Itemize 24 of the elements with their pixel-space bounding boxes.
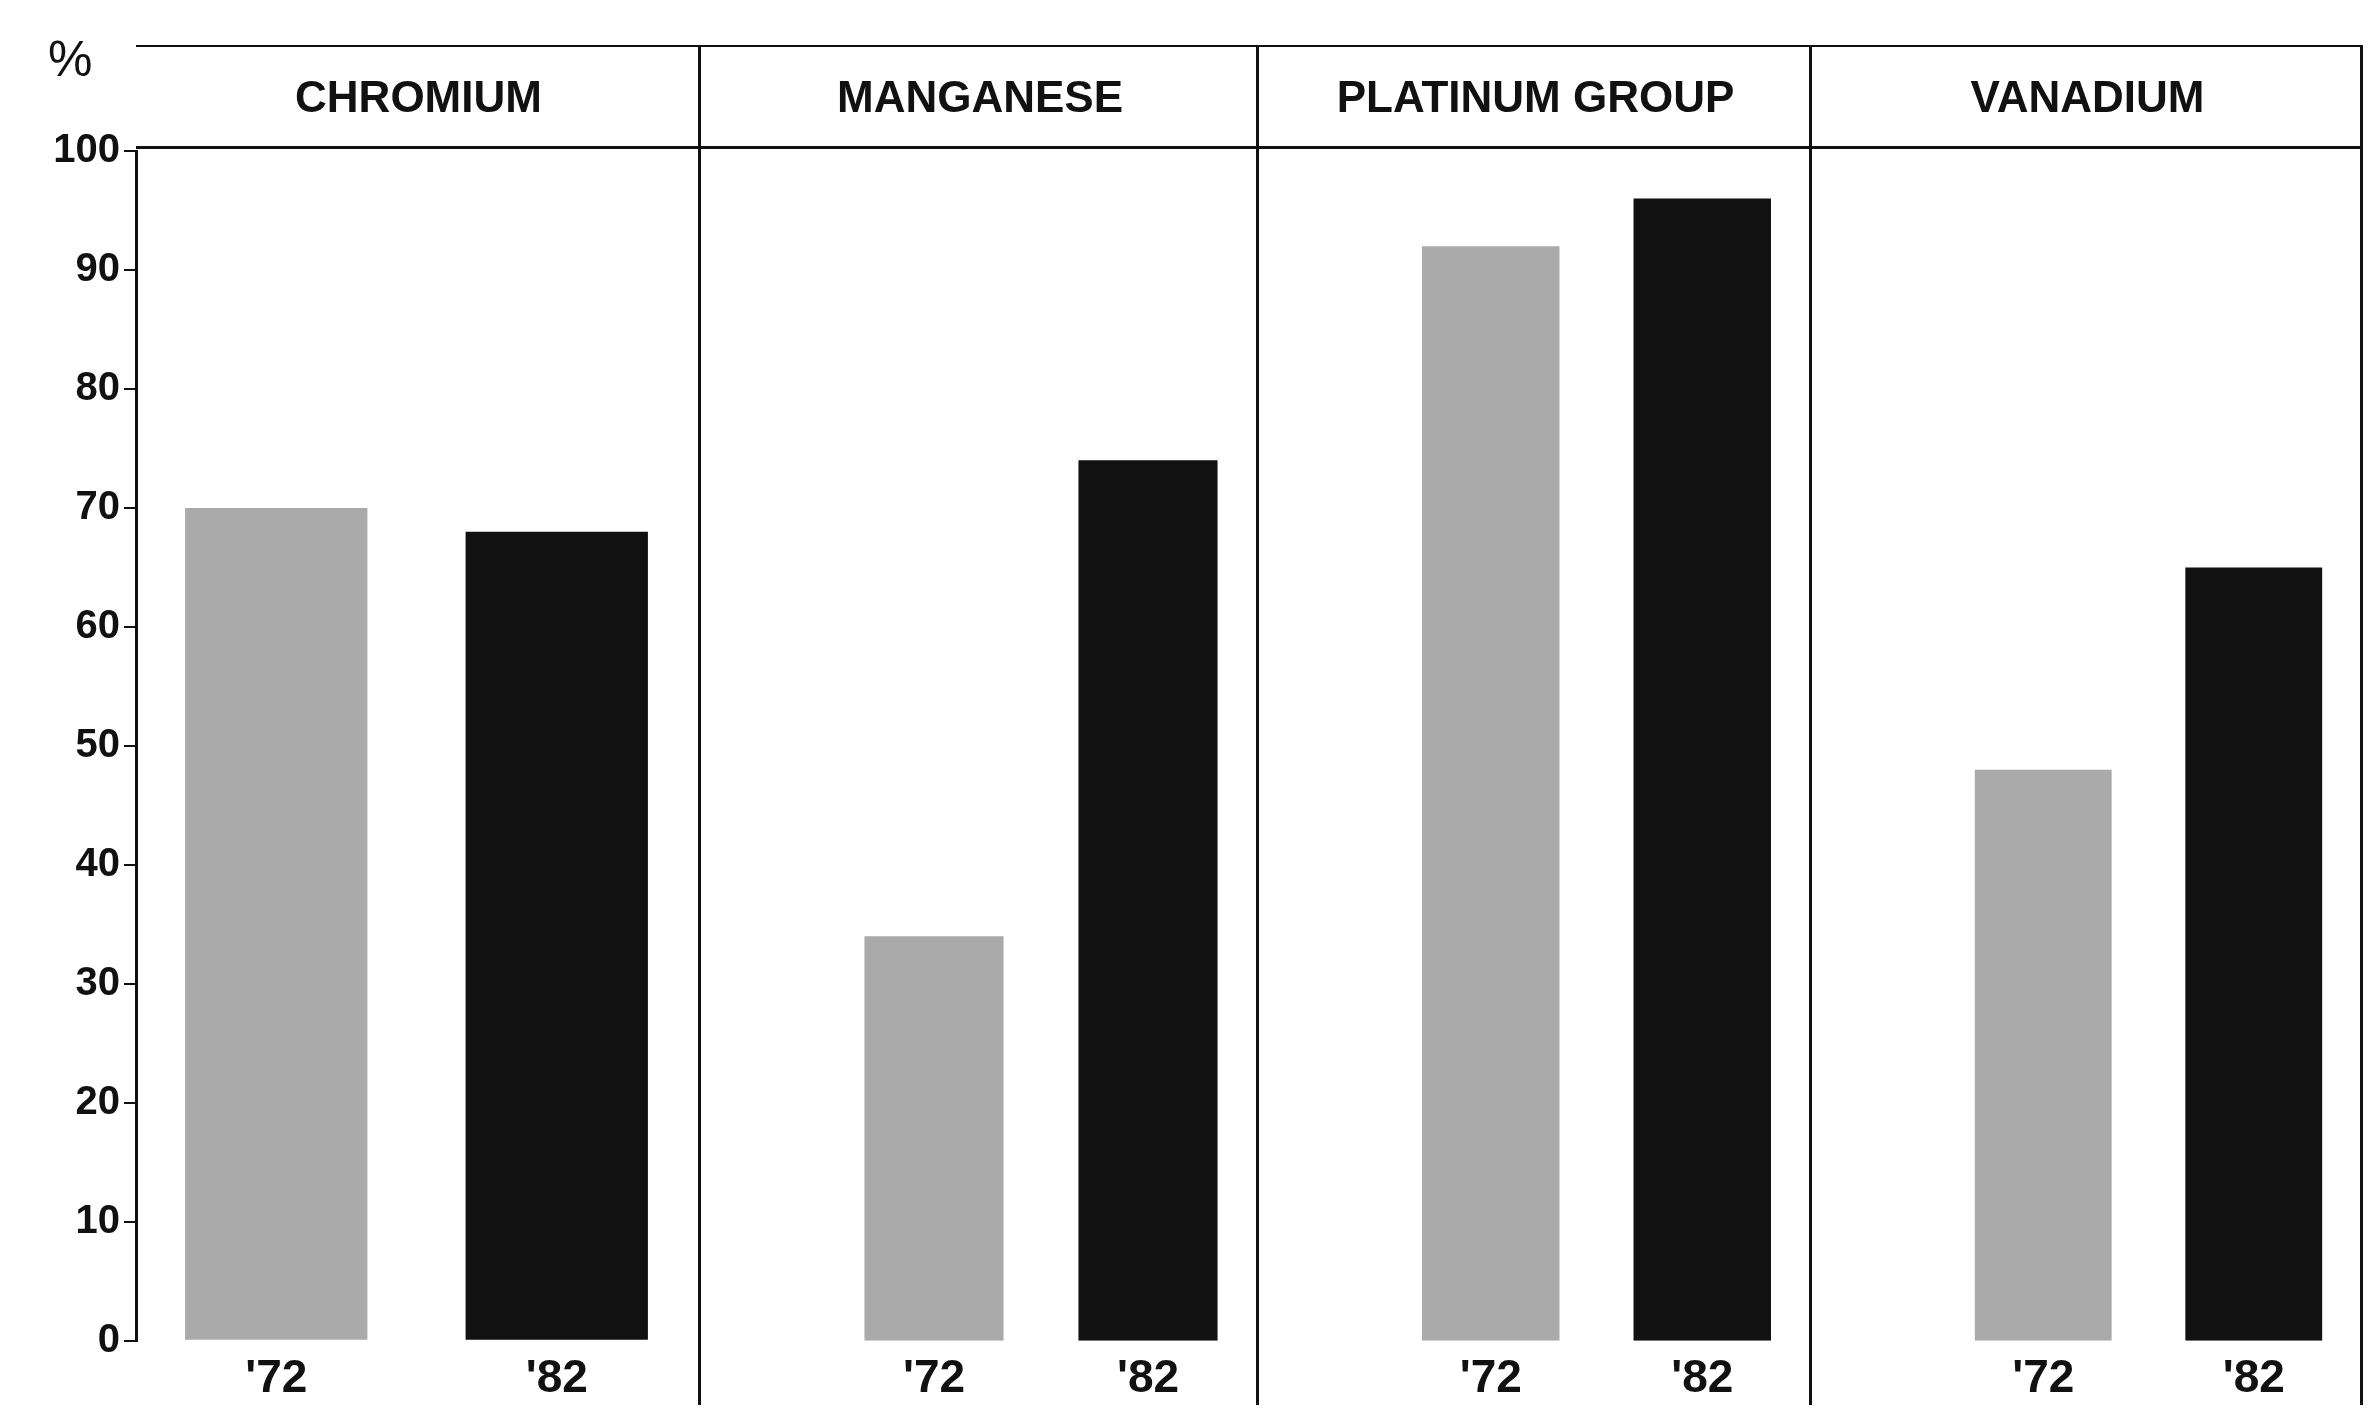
y-tick-label: 20 bbox=[75, 1077, 120, 1122]
y-tick-label: 10 bbox=[75, 1196, 120, 1241]
y-axis-title: % bbox=[48, 30, 93, 88]
chart-title: MANGANESE bbox=[701, 45, 1259, 149]
x-tick-label: '82 bbox=[525, 1350, 588, 1403]
x-tick-label: '72 bbox=[245, 1350, 308, 1403]
x-tick-label: '82 bbox=[1671, 1350, 1734, 1403]
y-tick-label: 60 bbox=[75, 601, 120, 646]
y-tick-label: 70 bbox=[75, 482, 120, 527]
y-tick-label: 80 bbox=[75, 363, 120, 408]
y-tick-label: 50 bbox=[75, 720, 120, 765]
x-tick-label: '72 bbox=[2012, 1350, 2075, 1403]
y-tick-label: 30 bbox=[75, 958, 120, 1003]
x-tick-label: '82 bbox=[1116, 1350, 1180, 1403]
y-tick-label: 0 bbox=[97, 1315, 120, 1360]
x-tick-label: '82 bbox=[2222, 1350, 2285, 1403]
chart-title: CHROMIUM bbox=[136, 45, 701, 149]
y-tick-label: 90 bbox=[75, 245, 120, 290]
x-tick-label: '72 bbox=[1459, 1350, 1522, 1403]
y-tick-label: 100 bbox=[53, 126, 120, 171]
chart-title: PLATINUM GROUP bbox=[1259, 45, 1812, 149]
chart-title: VANADIUM bbox=[1812, 45, 2363, 149]
y-tick-label: 40 bbox=[75, 839, 120, 884]
x-tick-label: '72 bbox=[902, 1350, 966, 1403]
